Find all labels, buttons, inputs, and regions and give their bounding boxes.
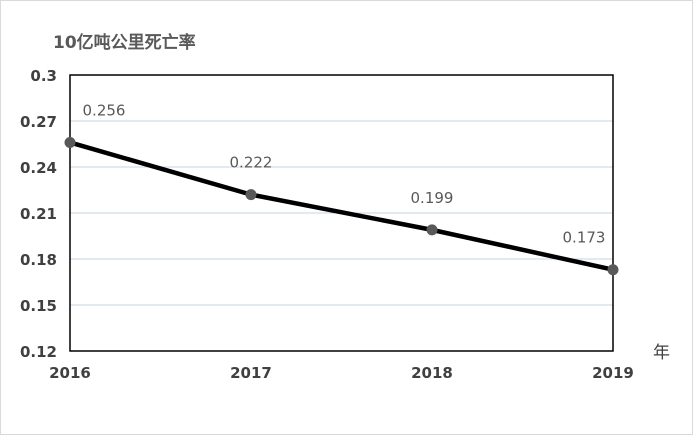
data-point [245, 189, 257, 201]
data-point [426, 224, 438, 236]
y-axis-tick-labels: 0.12 0.15 0.18 0.21 0.24 0.27 0.3 [20, 67, 57, 361]
y-tick-label: 0.21 [20, 205, 57, 223]
y-tick-label: 0.3 [30, 67, 57, 85]
y-tick-label: 0.27 [20, 113, 57, 131]
data-point [64, 136, 76, 148]
series-layer [64, 136, 619, 276]
x-axis-tick-labels: 2016 2017 2018 2019 [49, 364, 634, 382]
y-tick-label: 0.12 [20, 343, 57, 361]
plot-area-border [69, 74, 614, 352]
data-label: 0.222 [230, 154, 273, 172]
data-labels: 0.256 0.222 0.199 0.173 [83, 101, 606, 246]
x-tick-label: 2017 [230, 364, 272, 382]
x-tick-label: 2019 [592, 364, 634, 382]
data-label: 0.256 [83, 101, 126, 119]
data-label: 0.199 [411, 189, 454, 207]
y-tick-label: 0.24 [20, 159, 57, 177]
data-point [607, 264, 619, 276]
y-axis-unit-label: 10亿吨公里死亡率 [53, 32, 196, 53]
y-tick-label: 0.15 [20, 297, 57, 315]
x-axis-unit-label: 年 [653, 343, 670, 363]
x-tick-label: 2016 [49, 364, 91, 382]
series-line [67, 140, 616, 272]
x-tick-label: 2018 [411, 364, 453, 382]
y-tick-label: 0.18 [20, 251, 57, 269]
data-label: 0.173 [563, 229, 606, 247]
